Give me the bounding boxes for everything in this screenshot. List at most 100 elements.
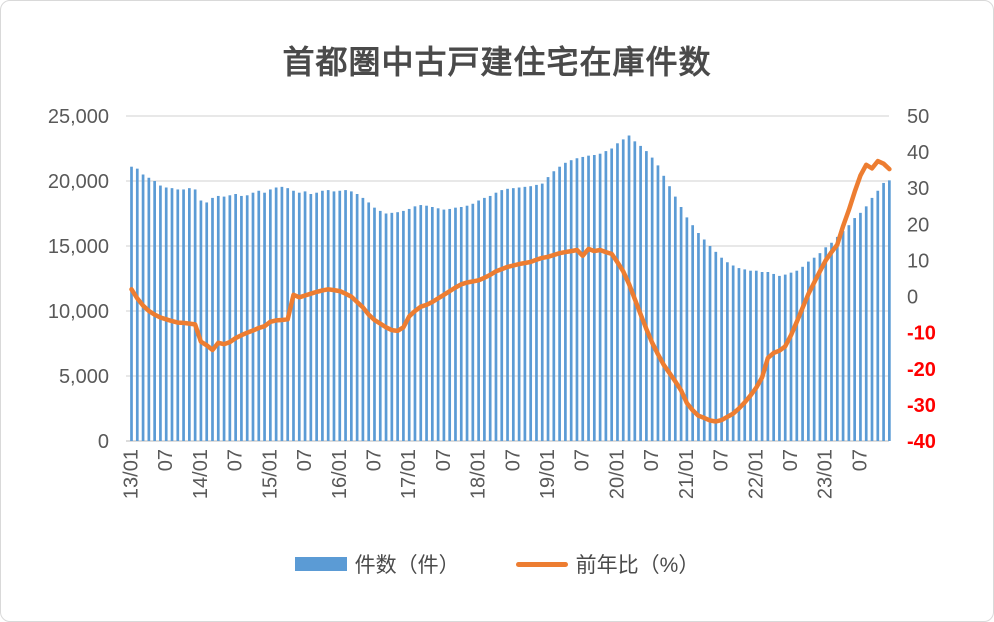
bar-22/12 — [818, 253, 822, 441]
x-axis-tick-22/07: 07 — [780, 449, 802, 471]
bar-19/03 — [558, 166, 561, 441]
left-axis-tick-20000: 20,000 — [48, 171, 109, 193]
x-axis-tick-22/01: 22/01 — [745, 449, 767, 499]
x-axis-tick-18/07: 07 — [502, 449, 524, 471]
bar-18/10 — [529, 186, 533, 441]
bar-23/03 — [835, 236, 839, 441]
bar-23/12 — [888, 180, 891, 441]
x-axis-tick-23/07: 07 — [849, 449, 871, 471]
x-axis-tick-20/07: 07 — [641, 449, 663, 471]
x-axis-tick-17/07: 07 — [433, 449, 455, 471]
bar-18/01 — [477, 200, 480, 441]
bar-23/02 — [830, 242, 833, 441]
bar-17/02 — [413, 206, 417, 441]
bar-17/06 — [436, 208, 440, 441]
bar-18/02 — [483, 197, 486, 441]
bar-14/07 — [234, 194, 237, 441]
right-axis-tick-20: 20 — [907, 214, 929, 236]
bar-18/12 — [540, 183, 544, 441]
bar-18/05 — [500, 190, 504, 441]
x-axis-tick-17/01: 17/01 — [398, 449, 420, 499]
bar-17/05 — [430, 207, 434, 441]
left-axis-tick-5000: 5,000 — [59, 366, 109, 388]
bar-22/01 — [754, 270, 758, 441]
bar-18/08 — [517, 187, 521, 441]
x-axis-tick-15/07: 07 — [294, 449, 316, 471]
x-axis-tick-16/07: 07 — [363, 449, 385, 471]
bar-21/05 — [708, 246, 712, 441]
bar-16/02 — [344, 190, 347, 441]
bar-19/06 — [575, 158, 579, 441]
bar-21/01 — [685, 217, 689, 441]
bar-21/08 — [726, 262, 729, 441]
bar-20/01 — [616, 143, 619, 442]
bar-15/09 — [315, 192, 318, 441]
x-axis-tick-21/01: 21/01 — [676, 449, 698, 499]
bar-21/11 — [743, 269, 747, 441]
x-axis-tick-21/07: 07 — [711, 449, 733, 471]
bar-16/07 — [373, 207, 376, 441]
x-axis-tick-20/01: 20/01 — [606, 449, 628, 499]
line-series-swatch — [515, 561, 568, 567]
bar-19/02 — [552, 171, 556, 441]
bar-22/08 — [795, 270, 799, 441]
bar-23/05 — [847, 225, 851, 441]
x-axis-tick-19/07: 07 — [572, 449, 594, 471]
bar-17/07 — [442, 209, 446, 441]
line-series-label: 前年比（%） — [575, 554, 700, 577]
legend-item-bars: 件数（件） — [294, 549, 460, 579]
right-axis-tick-30: 30 — [907, 178, 929, 200]
x-axis-tick-23/01: 23/01 — [815, 449, 837, 499]
bar-14/11 — [257, 190, 261, 441]
bar-23/07 — [859, 212, 862, 441]
bar-21/04 — [702, 239, 706, 441]
bar-18/03 — [488, 195, 492, 441]
right-axis-tick-50: 50 — [907, 106, 929, 128]
bar-16/06 — [367, 202, 371, 441]
x-axis-tick-19/01: 19/01 — [537, 449, 559, 499]
bar-14/02 — [205, 202, 209, 441]
bar-23/11 — [882, 182, 885, 441]
right-axis-tick-0: 0 — [907, 287, 918, 309]
bar-14/05 — [222, 196, 226, 441]
yoy-line — [129, 158, 892, 424]
bar-13/12 — [193, 189, 197, 441]
bar-22/07 — [789, 272, 793, 441]
bar-14/03 — [211, 197, 214, 441]
bar-14/04 — [216, 195, 220, 441]
left-axis-tick-25000: 25,000 — [48, 106, 109, 128]
bar-20/11 — [673, 196, 677, 441]
bar-14/10 — [251, 192, 255, 441]
bar-16/05 — [361, 197, 365, 441]
bar-18/09 — [523, 186, 527, 441]
bar-series-label: 件数（件） — [354, 554, 460, 577]
bar-20/04 — [633, 141, 637, 441]
bar-16/10 — [390, 212, 394, 441]
bar-18/04 — [494, 192, 498, 441]
left-axis-tick-15000: 15,000 — [48, 236, 109, 258]
bar-23/08 — [864, 206, 868, 441]
bar-19/07 — [581, 156, 585, 441]
bar-15/10 — [321, 190, 324, 441]
bar-20/02 — [621, 139, 625, 441]
bar-16/01 — [338, 190, 342, 441]
x-axis-tick-14/01: 14/01 — [190, 449, 212, 499]
bar-21/12 — [749, 270, 752, 441]
bar-18/06 — [506, 188, 509, 441]
bar-20/06 — [645, 151, 648, 441]
bar-20/07 — [650, 157, 654, 441]
bar-19/11 — [604, 151, 608, 441]
right-axis-tick--40: -40 — [907, 431, 936, 453]
bar-22/05 — [778, 275, 781, 441]
bar-15/08 — [309, 194, 313, 441]
bar-23/01 — [824, 247, 828, 441]
x-axis-tick-18/01: 18/01 — [468, 449, 490, 499]
bar-22/06 — [783, 274, 787, 441]
bar-23/06 — [853, 218, 856, 441]
bar-18/11 — [535, 184, 538, 441]
bar-21/02 — [691, 225, 695, 441]
bar-23/10 — [876, 190, 880, 441]
right-axis-tick-40: 40 — [907, 142, 929, 164]
bar-16/03 — [349, 191, 353, 441]
